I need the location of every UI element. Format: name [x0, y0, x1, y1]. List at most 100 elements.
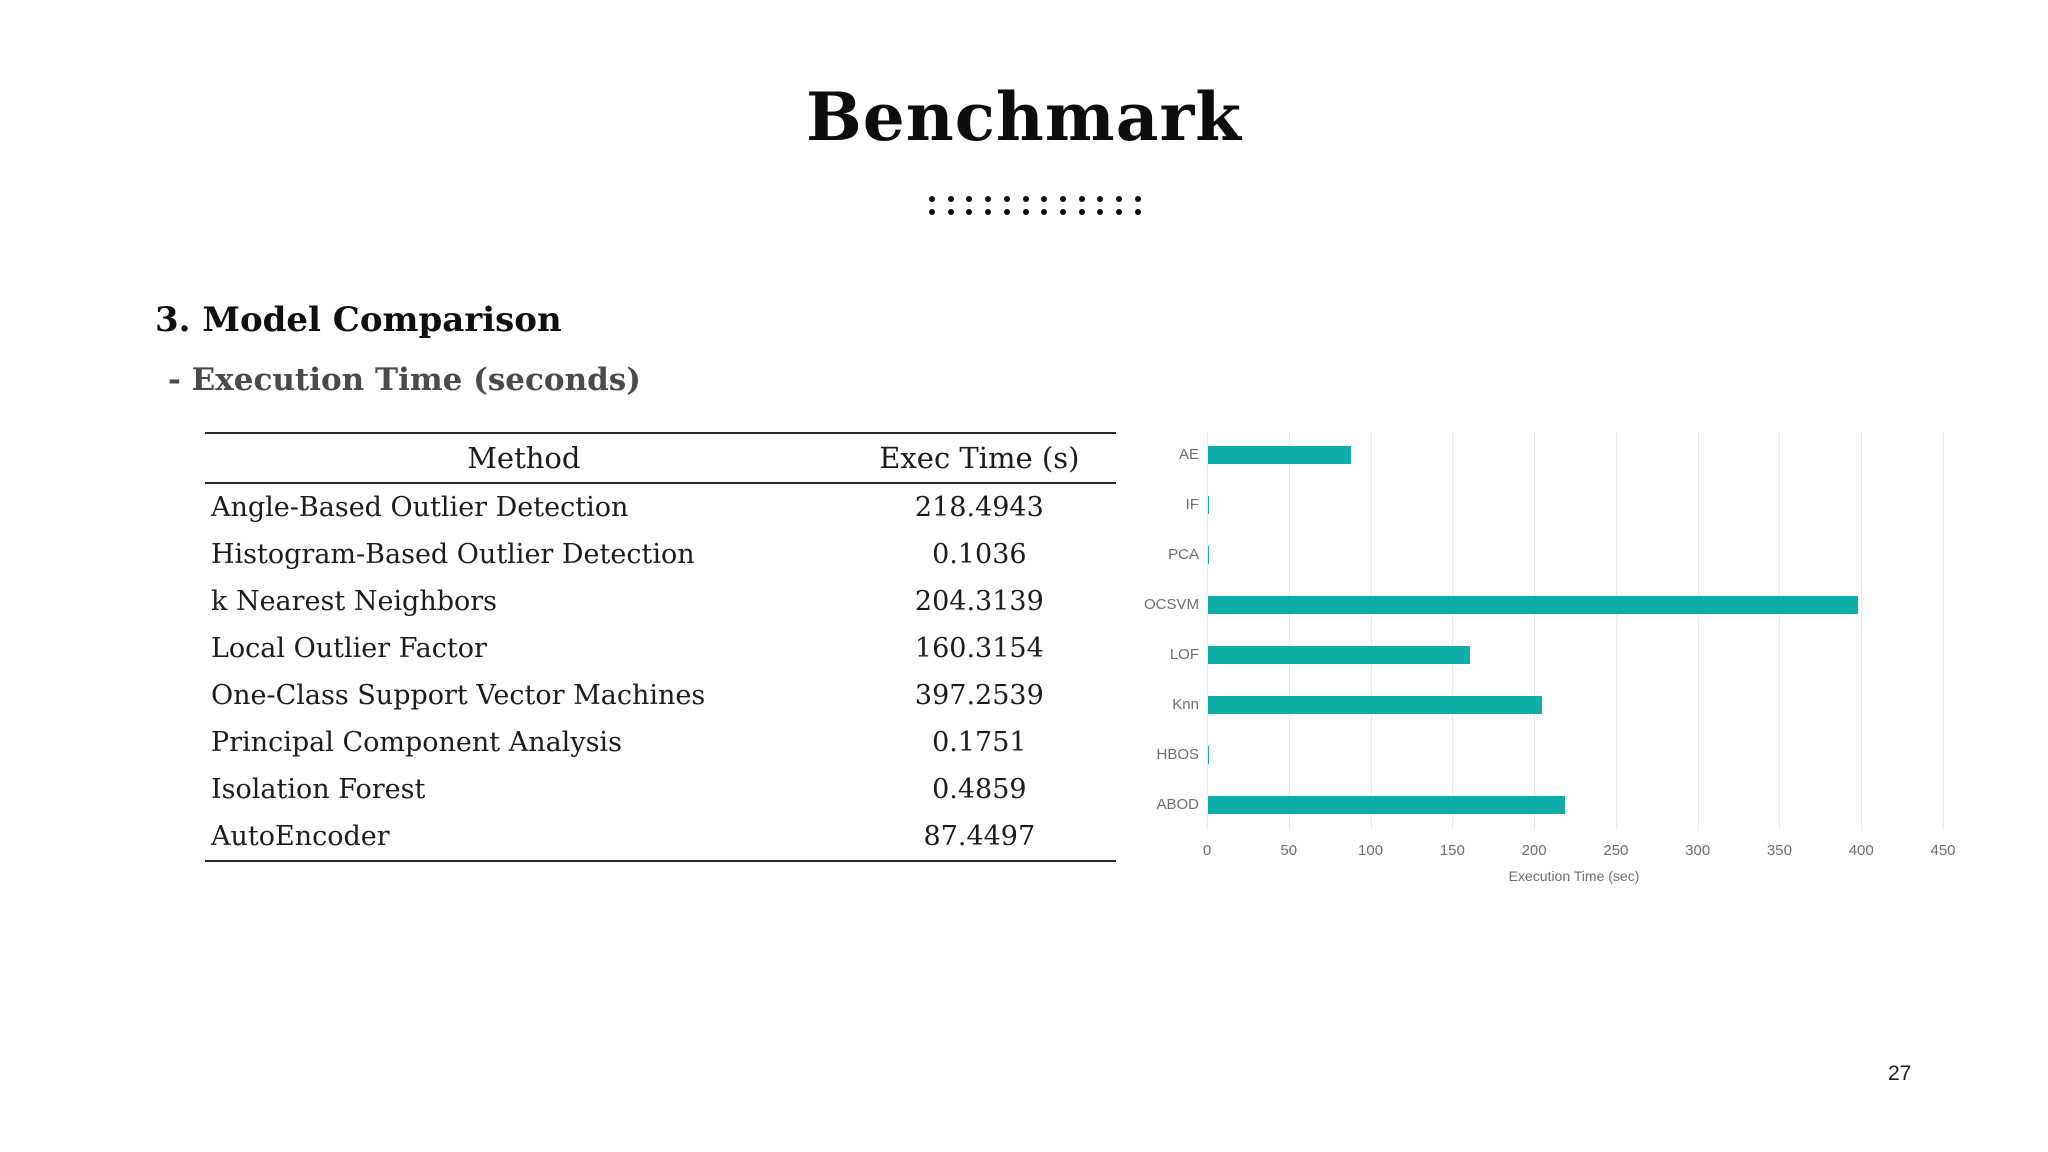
section-heading: 3. Model Comparison: [155, 300, 562, 340]
dot: [1116, 196, 1123, 202]
x-tick-label-0: 0: [1202, 842, 1212, 859]
exec-time-cell: 0.1751: [932, 727, 1027, 758]
gridline-150: [1452, 432, 1454, 830]
bar-ABOD: [1208, 796, 1566, 814]
dot: [985, 209, 992, 215]
x-tick-label-350: 350: [1766, 842, 1792, 859]
exec-time-cell: 0.4859: [932, 774, 1027, 805]
method-cell: Principal Component Analysis: [211, 727, 622, 758]
method-cell: Isolation Forest: [211, 774, 426, 805]
dot: [1022, 196, 1029, 202]
table-row: Isolation Forest 0.4859: [205, 766, 1116, 813]
table-row: Histogram-Based Outlier Detection 0.1036: [205, 531, 1116, 578]
bar-LOF: [1208, 646, 1471, 664]
dot: [1003, 209, 1010, 215]
y-category-label-PCA: PCA: [1168, 546, 1199, 563]
dot-column: [929, 196, 935, 215]
table-row: One-Class Support Vector Machines 397.253…: [205, 672, 1116, 719]
gridline-200: [1534, 432, 1536, 830]
dot-column: [966, 196, 973, 215]
table-row: AutoEncoder 87.4497: [205, 813, 1116, 861]
exec-time-cell: 0.1036: [932, 539, 1027, 570]
gridline-400: [1861, 432, 1863, 830]
dot: [1134, 196, 1141, 202]
bar-AE: [1208, 446, 1352, 464]
column-header-exec-time: Exec Time (s): [842, 433, 1116, 484]
y-category-label-Knn: Knn: [1172, 696, 1199, 713]
dot-column: [1134, 196, 1141, 215]
dot: [929, 209, 935, 215]
gridline-350: [1779, 432, 1781, 830]
dot: [1078, 196, 1085, 202]
table-row: Principal Component Analysis 0.1751: [205, 719, 1116, 766]
table-row: k Nearest Neighbors 204.3139: [205, 578, 1116, 625]
dot-column: [1041, 196, 1048, 215]
y-category-label-LOF: LOF: [1169, 646, 1199, 663]
method-cell: Local Outlier Factor: [211, 633, 487, 664]
method-cell: k Nearest Neighbors: [211, 586, 498, 617]
dot: [1116, 209, 1123, 215]
method-cell: Histogram-Based Outlier Detection: [211, 539, 695, 570]
x-tick-label-200: 200: [1521, 842, 1547, 859]
y-category-label-AE: AE: [1178, 446, 1199, 463]
dot: [1097, 209, 1104, 215]
y-category-label-IF: IF: [1185, 496, 1199, 513]
dot-column: [1097, 196, 1104, 215]
column-header-method: Method: [205, 433, 843, 484]
gridline-450: [1943, 432, 1944, 830]
dot: [1041, 196, 1048, 202]
exec-time-cell: 160.3154: [914, 633, 1044, 664]
dot: [1134, 209, 1141, 215]
gridline-0: [1207, 432, 1208, 830]
execution-time-chart: 0 50 100 150 200 250 300 350 400 450 AE IF PCA OCSVM L…: [1144, 432, 1997, 902]
y-category-label-HBOS: HBOS: [1156, 746, 1199, 763]
dot: [1078, 209, 1085, 215]
dot-column: [985, 196, 992, 215]
bar-IF: [1208, 496, 1209, 514]
dot-column: [1003, 196, 1010, 215]
x-axis-title: Execution Time (sec): [1508, 868, 1640, 884]
x-tick-label-400: 400: [1848, 842, 1874, 859]
exec-time-cell: 397.2539: [914, 680, 1044, 711]
dot: [1097, 196, 1104, 202]
dot: [1041, 209, 1048, 215]
gridline-50: [1288, 432, 1290, 830]
y-category-label-OCSVM: OCSVM: [1143, 596, 1199, 613]
table-header-row: Method Exec Time (s): [205, 433, 1116, 484]
dot-column: [1022, 196, 1029, 215]
y-category-label-ABOD: ABOD: [1156, 796, 1199, 813]
dot: [929, 196, 935, 202]
exec-time-cell: 204.3139: [914, 586, 1044, 617]
dot-column: [1078, 196, 1085, 215]
benchmark-table: Method Exec Time (s) Angle-Based Outlier…: [205, 432, 1116, 862]
method-cell: Angle-Based Outlier Detection: [211, 492, 629, 523]
dot: [966, 196, 973, 202]
table-row: Angle-Based Outlier Detection 218.4943: [205, 483, 1116, 531]
gridline-100: [1370, 432, 1372, 830]
x-tick-label-450: 450: [1930, 842, 1956, 859]
x-tick-label-150: 150: [1439, 842, 1465, 859]
dot: [1060, 196, 1067, 202]
bar-OCSVM: [1208, 596, 1858, 614]
exec-time-cell: 87.4497: [923, 821, 1036, 852]
title-dots-decoration: [929, 196, 1141, 216]
dot-column: [1116, 196, 1123, 215]
x-tick-label-50: 50: [1280, 842, 1298, 859]
gridline-250: [1615, 432, 1617, 830]
dot: [1022, 209, 1029, 215]
dot: [1060, 209, 1067, 215]
x-tick-label-100: 100: [1358, 842, 1384, 859]
dot: [966, 209, 973, 215]
method-cell: One-Class Support Vector Machines: [211, 680, 706, 711]
method-cell: AutoEncoder: [211, 821, 390, 852]
dot-column: [947, 196, 954, 215]
bar-Knn: [1208, 696, 1543, 714]
gridline-300: [1697, 432, 1699, 830]
dot: [1003, 196, 1010, 202]
x-tick-label-250: 250: [1603, 842, 1629, 859]
exec-time-cell: 218.4943: [914, 492, 1044, 523]
dot: [947, 209, 954, 215]
dot: [947, 196, 954, 202]
slide-title: Benchmark: [805, 78, 1243, 156]
